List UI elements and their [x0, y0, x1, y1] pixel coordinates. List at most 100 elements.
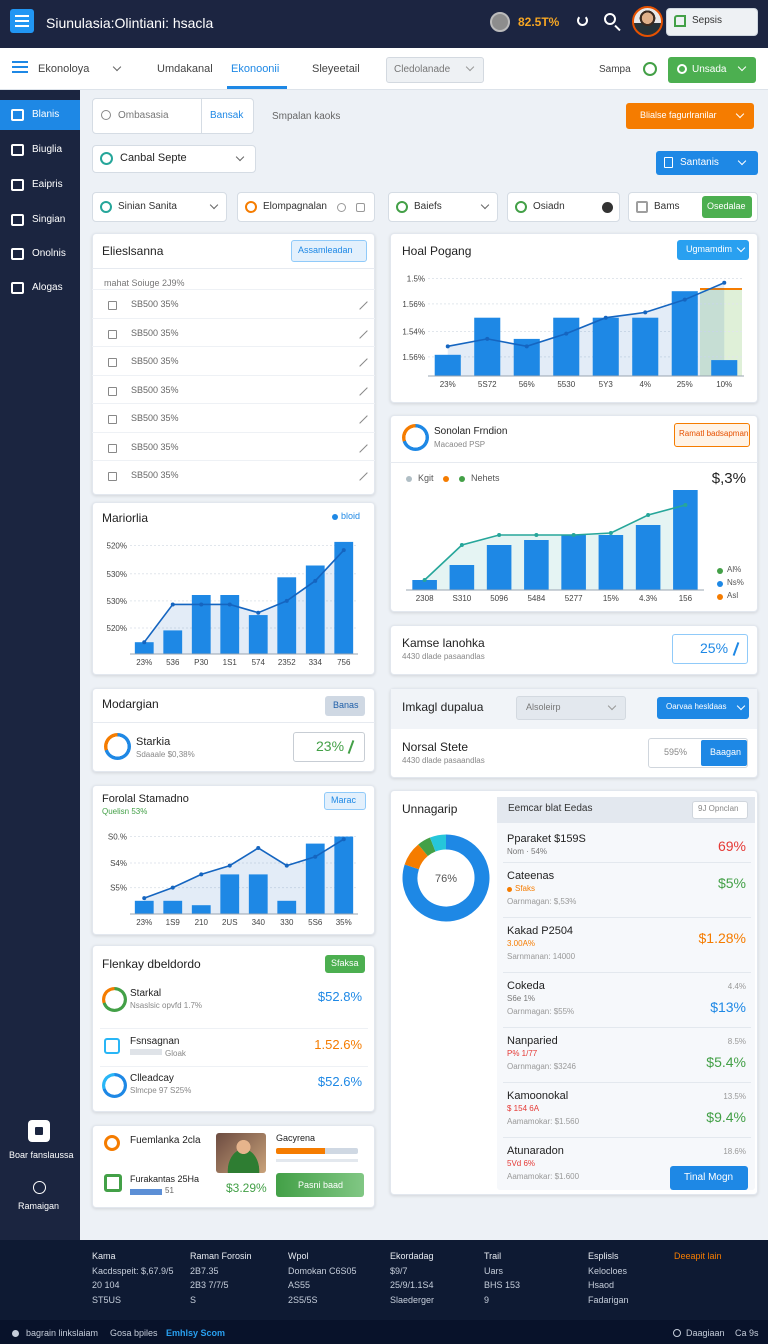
bottom-link[interactable]: Gosa bpiles [110, 1328, 158, 1338]
donut-segment [404, 844, 429, 870]
footer-link[interactable]: 2B7.35 [190, 1265, 219, 1276]
search-button[interactable]: Bansak [210, 110, 244, 121]
profile-photo[interactable] [632, 6, 663, 37]
button-icon [664, 157, 673, 168]
sidebar-item[interactable]: Biuglia [32, 144, 63, 155]
badge[interactable] [324, 792, 366, 810]
card-button[interactable] [325, 696, 365, 716]
card-dropdown[interactable] [677, 240, 749, 260]
button-text: Osedalae [707, 201, 746, 211]
x-tick-label: 1S9 [166, 918, 181, 927]
footer-link[interactable]: Kama [92, 1251, 116, 1261]
checkbox[interactable] [108, 329, 117, 339]
sidebar-item[interactable]: Singian [32, 214, 66, 225]
menu[interactable]: Ekonoloya [38, 63, 90, 75]
checkbox[interactable] [108, 358, 117, 367]
final-button[interactable] [670, 1166, 748, 1190]
checkbox[interactable] [108, 443, 117, 453]
dropdown[interactable] [92, 145, 256, 173]
footer-link[interactable]: Esplisls [588, 1251, 619, 1261]
legend-text: Nehets [471, 473, 500, 483]
x-tick-label: 5484 [527, 594, 545, 603]
bottom-link[interactable]: bagrain linkslaiam [26, 1328, 99, 1338]
panel-button[interactable] [692, 801, 748, 819]
footer-link[interactable]: Trail [484, 1251, 502, 1261]
stat-card [390, 625, 758, 675]
refresh-icon[interactable] [577, 15, 588, 26]
stat-button[interactable] [701, 740, 747, 766]
checkbox[interactable] [108, 415, 117, 424]
footer-link[interactable]: Fadarigan [588, 1294, 629, 1305]
x-tick-label: 4% [639, 380, 651, 389]
filter[interactable] [92, 192, 227, 222]
filter-text: Osiadn [533, 201, 565, 212]
line-point [603, 315, 608, 320]
sidebar-item[interactable]: Alogas [32, 282, 63, 293]
footer-link[interactable]: Kelocloes [588, 1265, 628, 1276]
stat-value: $,3% [711, 470, 746, 487]
footer-link[interactable]: S [190, 1294, 197, 1305]
footer-link[interactable]: 2B3 7/7/5 [190, 1280, 229, 1290]
line-point [284, 863, 289, 868]
primary-button[interactable] [656, 151, 758, 175]
footer-link[interactable]: 2S5/5S [288, 1294, 318, 1305]
sidebar-bottom[interactable]: Ramaigan [18, 1201, 60, 1211]
bar [334, 836, 354, 914]
x-tick-label: 2352 [278, 658, 296, 667]
promo-progress [276, 1148, 358, 1154]
badge[interactable] [291, 240, 367, 262]
line-point [199, 602, 204, 607]
footer-link[interactable]: 25/9/1.1S4 [390, 1280, 434, 1290]
footer-link[interactable]: 20 104 [92, 1280, 120, 1290]
nav-select[interactable] [386, 57, 484, 83]
footer-link[interactable]: BHS 153 [484, 1280, 521, 1290]
outline-button[interactable] [674, 423, 750, 447]
footer-link[interactable]: Hsaod [588, 1280, 615, 1290]
bottom-link[interactable]: Ca 9s [735, 1328, 759, 1338]
card-select[interactable] [516, 696, 626, 720]
nav-link[interactable]: Sampa [599, 64, 631, 75]
bottom-link[interactable]: Daagiaan [686, 1328, 725, 1338]
sidebar-item[interactable]: Blanis [32, 109, 60, 120]
footer-link[interactable]: $9/7 [390, 1265, 408, 1276]
card-title: Unnagarip [402, 802, 458, 816]
promo-icon [104, 1174, 122, 1192]
bar [191, 905, 211, 914]
card-button[interactable] [657, 697, 749, 719]
item-name: Kamoonokal [507, 1090, 569, 1102]
sidebar-item[interactable]: Onolnis [32, 248, 66, 259]
sidebar-bottom-icon[interactable] [33, 1181, 46, 1194]
checkbox[interactable] [108, 301, 117, 310]
row-divider [92, 460, 375, 461]
promo-button[interactable] [276, 1173, 364, 1197]
sidebar-bottom[interactable]: Boar fanslaussa [9, 1150, 74, 1160]
footer-link[interactable]: Kacdsspeit: $,67.9/5 [92, 1265, 174, 1276]
footer-link[interactable]: Ekordadag [390, 1251, 434, 1261]
promo-progress [276, 1159, 358, 1162]
line-point [227, 863, 232, 868]
search-icon[interactable] [604, 13, 616, 25]
footer-link[interactable]: Deeapit lain [674, 1251, 722, 1261]
filter[interactable] [237, 192, 375, 222]
footer-link[interactable]: Wpol [288, 1251, 309, 1261]
nav-tab[interactable]: Ekonoonii [231, 63, 280, 75]
checkbox[interactable] [108, 386, 117, 396]
card-title: Kamse lanohka [402, 636, 485, 650]
checkbox[interactable] [108, 472, 117, 481]
footer-link[interactable]: Slaederger [390, 1294, 435, 1305]
bottom-link[interactable]: Emhlsy Scom [166, 1328, 226, 1338]
action-button[interactable] [626, 103, 754, 129]
badge[interactable] [325, 955, 365, 973]
search-box[interactable] [92, 98, 254, 134]
footer-link[interactable]: AS55 [288, 1280, 311, 1290]
filter-button[interactable] [702, 196, 752, 218]
top-button[interactable] [666, 8, 758, 36]
sidebar-item[interactable]: Eaipris [32, 179, 63, 190]
nav-tab[interactable]: Sleyeetail [312, 63, 360, 75]
footer-link[interactable]: Raman Forosin [190, 1251, 252, 1261]
nav-tab[interactable]: Umdakanal [157, 63, 213, 75]
footer-link[interactable]: Domokan C6S05 [288, 1265, 357, 1276]
footer-link[interactable]: 9 [484, 1294, 490, 1305]
footer-link[interactable]: ST5US [92, 1294, 122, 1305]
footer-link[interactable]: Uars [484, 1265, 504, 1276]
